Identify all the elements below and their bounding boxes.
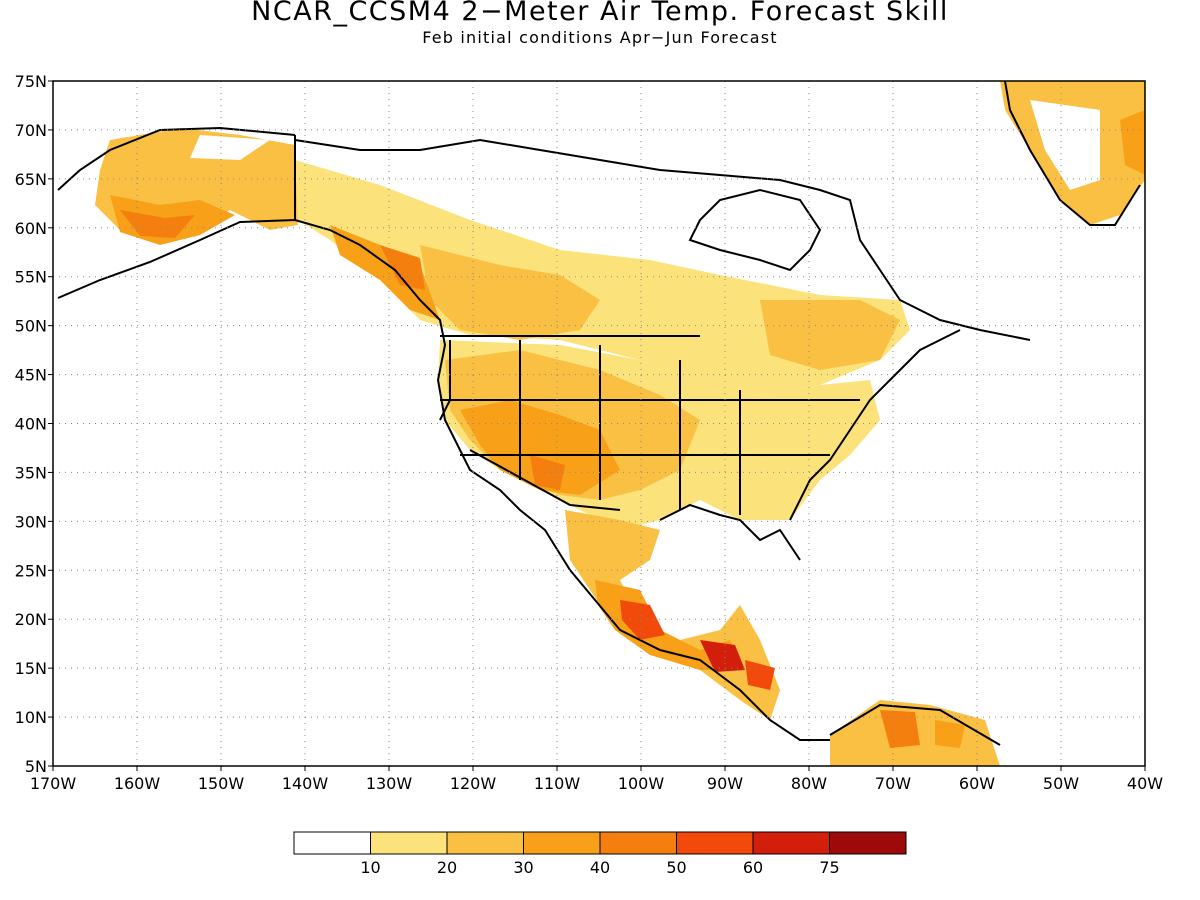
longitude-labels: 170W 160W 150W 140W 130W 120W 110W 100W 90W 80W 70…: [30, 766, 1163, 793]
lon-label: 170W: [30, 774, 77, 793]
color-legend: 10 20 30 40 50 60 75: [293, 831, 907, 877]
lat-label: 70N: [15, 121, 47, 140]
lon-label: 150W: [198, 774, 245, 793]
map-title: NCAR_CCSM4 2−Meter Air Temp. Forecast Sk…: [251, 0, 949, 27]
legend-label: 20: [437, 858, 457, 877]
lat-label: 5N: [25, 757, 47, 776]
legend-swatch: [293, 831, 371, 855]
lon-label: 100W: [618, 774, 665, 793]
legend-swatch: [676, 831, 754, 855]
lon-label: 40W: [1127, 774, 1163, 793]
lat-label: 20N: [15, 610, 47, 629]
lat-label: 10N: [15, 708, 47, 727]
lon-label: 140W: [282, 774, 329, 793]
legend-label: 75: [819, 858, 839, 877]
legend-label: 10: [360, 858, 380, 877]
legend-swatch: [523, 831, 601, 855]
lat-label: 35N: [15, 463, 47, 482]
lon-label: 70W: [875, 774, 911, 793]
lon-label: 60W: [959, 774, 995, 793]
lat-label: 25N: [15, 561, 47, 580]
lon-label: 130W: [366, 774, 413, 793]
legend-swatch: [599, 831, 677, 855]
lat-label: 75N: [15, 72, 47, 91]
lat-label: 30N: [15, 512, 47, 531]
lon-label: 80W: [791, 774, 827, 793]
lat-label: 65N: [15, 170, 47, 189]
map-gridlines: [53, 81, 1145, 766]
lat-label: 60N: [15, 219, 47, 238]
lon-label: 90W: [707, 774, 743, 793]
lon-label: 110W: [534, 774, 581, 793]
map-subtitle: Feb initial conditions Apr−Jun Forecast: [422, 28, 778, 47]
lat-label: 40N: [15, 415, 47, 434]
legend-label: 40: [590, 858, 610, 877]
skill-shading: [95, 81, 1145, 766]
lat-label: 45N: [15, 366, 47, 385]
lon-label: 120W: [450, 774, 497, 793]
lat-label: 15N: [15, 659, 47, 678]
lon-label: 50W: [1043, 774, 1079, 793]
legend-label: 50: [666, 858, 686, 877]
legend-swatch: [446, 831, 524, 855]
legend-label: 30: [513, 858, 533, 877]
lat-label: 50N: [15, 317, 47, 336]
legend-swatch: [370, 831, 448, 855]
legend-swatch: [829, 831, 907, 855]
latitude-labels: 75N 70N 65N 60N 55N 50N 45N 40N 35N 30N 25N 20N 15N 1…: [15, 72, 53, 776]
lat-label: 55N: [15, 268, 47, 287]
legend-swatch: [752, 831, 830, 855]
coastlines: [57, 81, 1141, 746]
legend-label: 60: [743, 858, 763, 877]
lon-label: 160W: [114, 774, 161, 793]
